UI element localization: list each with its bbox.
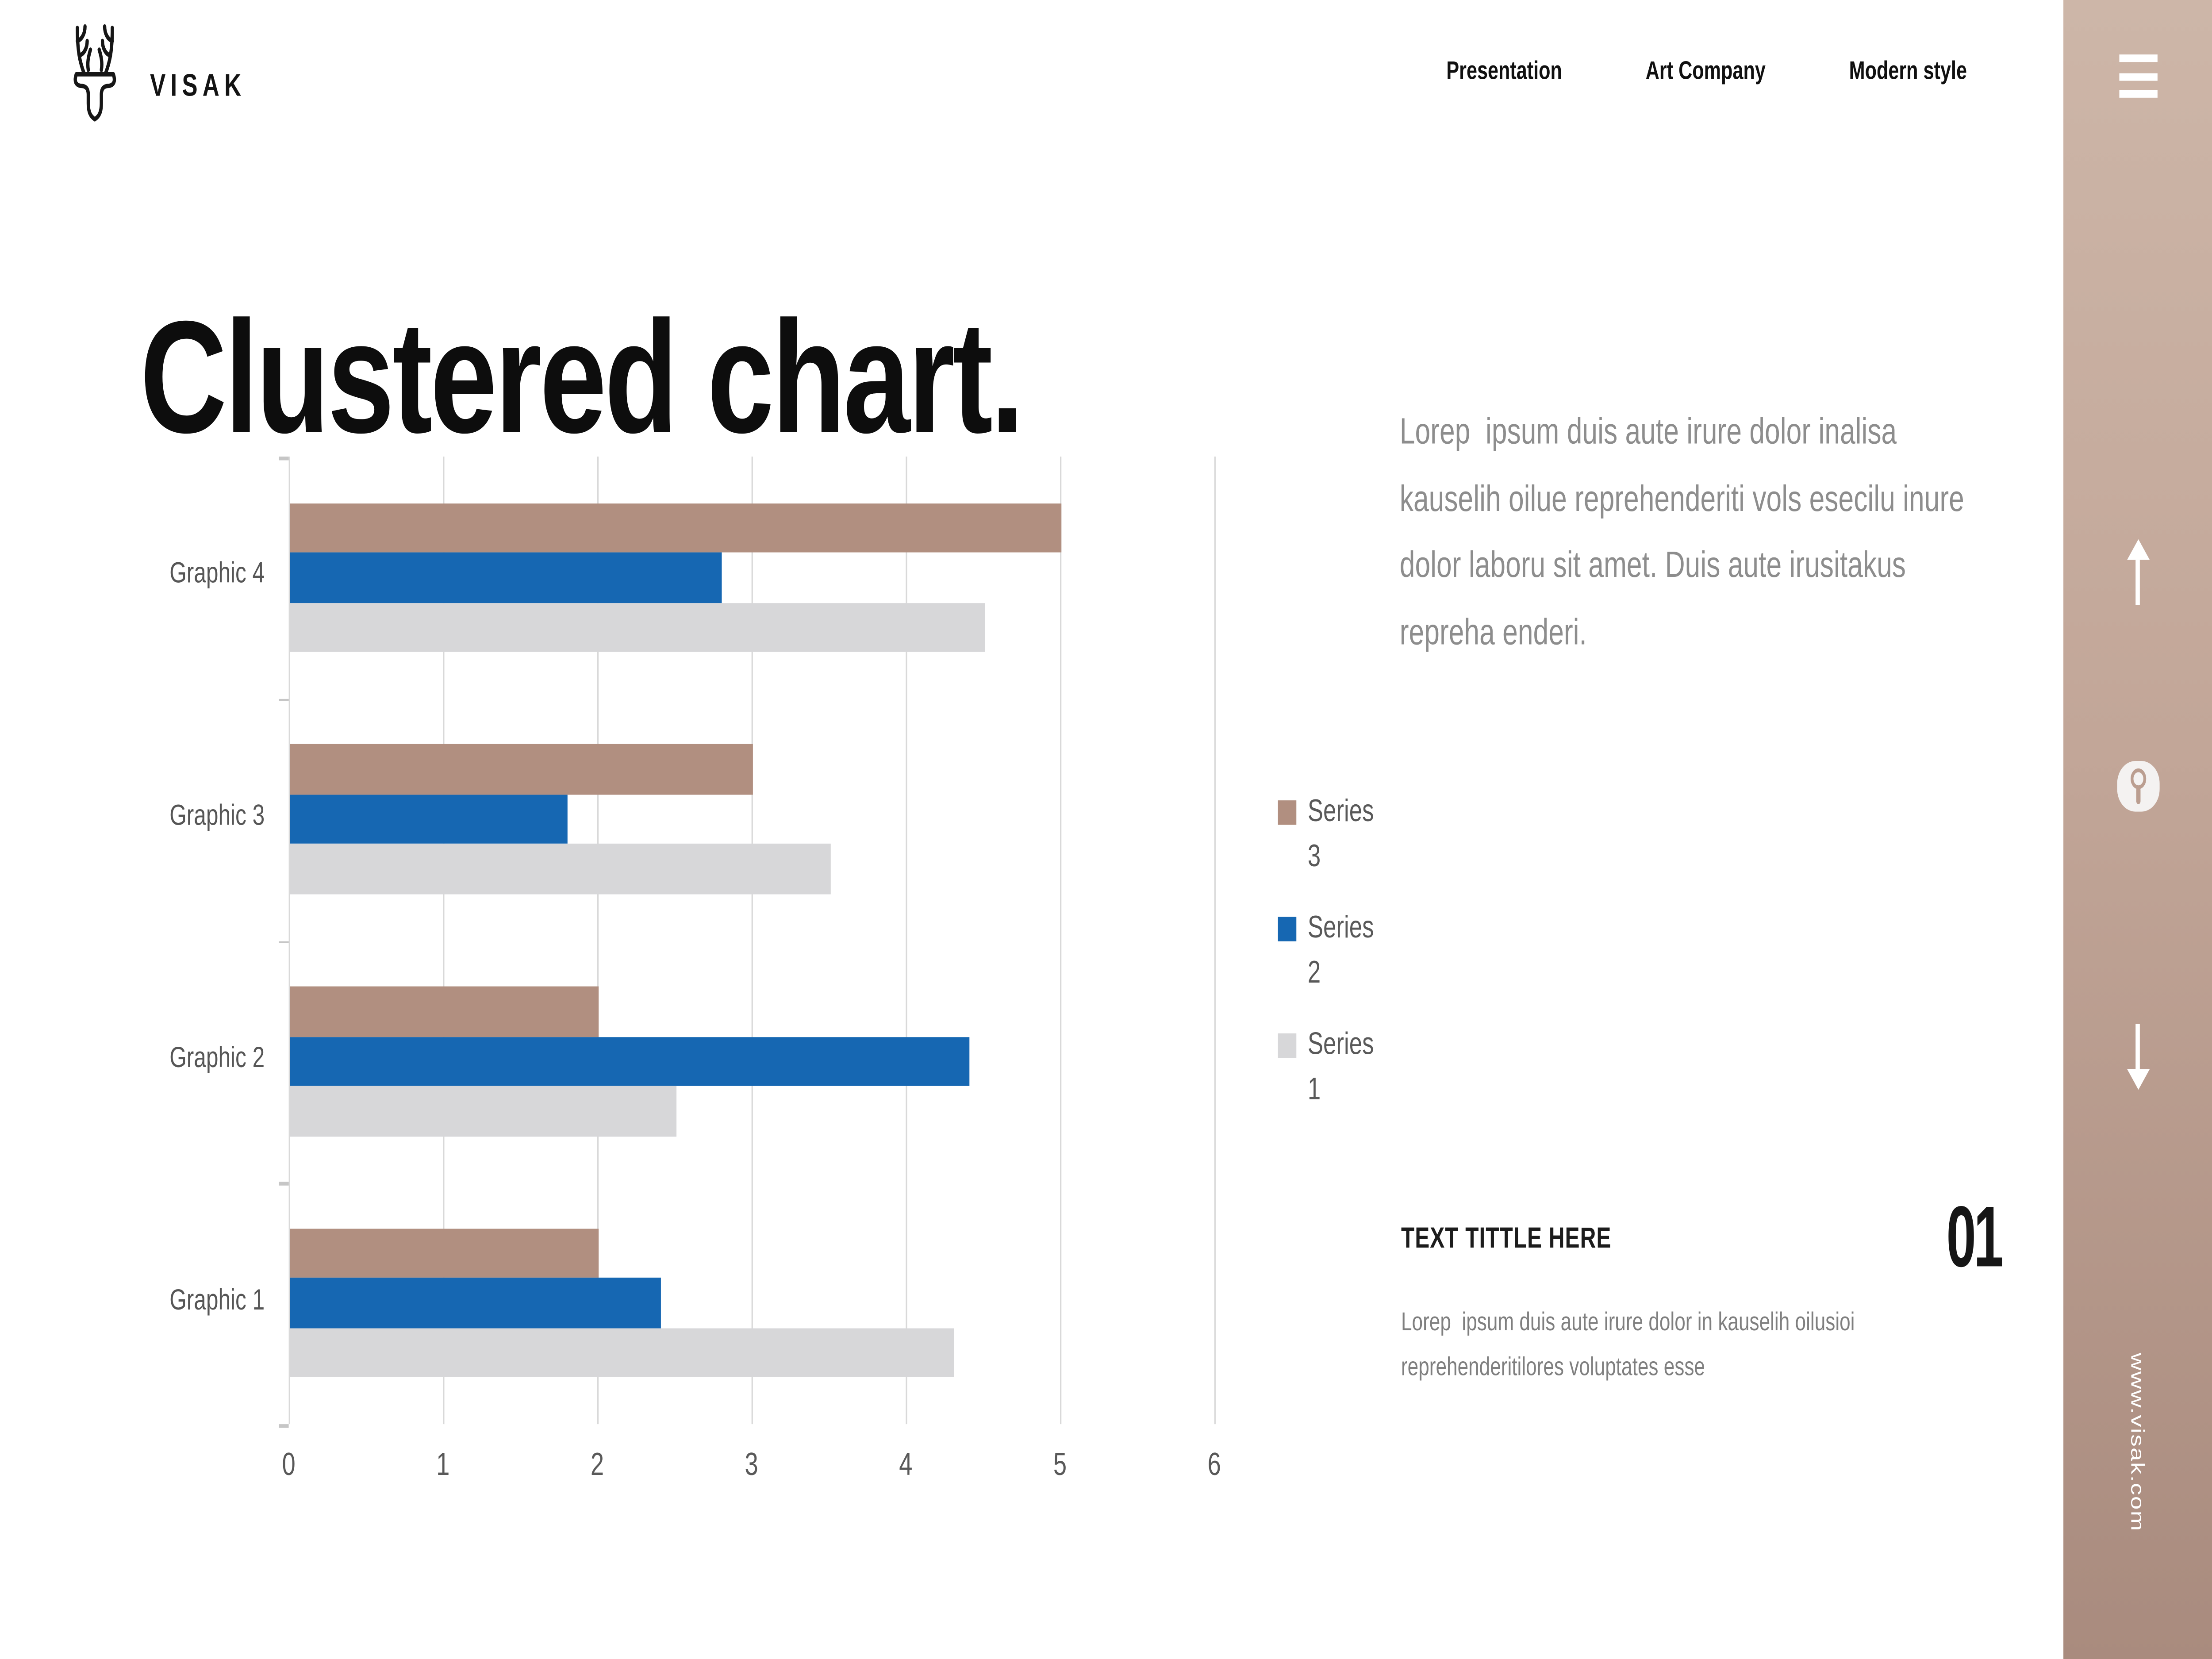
plot-area: 0 1 2 3 4 5 6 Graphic 4 Graphic 3 Graphic 2 Graphi… — [169, 456, 1221, 1482]
brand-name: VISAK — [150, 69, 246, 104]
legend-item: Series 1 — [1278, 1022, 1384, 1112]
bar-series-1-graphic-2 — [290, 1086, 676, 1136]
x-axis-tick-label: 0 — [282, 1447, 296, 1482]
bar-series-3-graphic-3 — [290, 745, 753, 795]
gridline — [597, 456, 599, 1425]
nav-item-modern-style[interactable]: Modern style — [1849, 56, 1967, 85]
x-axis-tick-label: 3 — [745, 1447, 758, 1482]
legend-item: Series 3 — [1278, 789, 1384, 879]
category-tick — [279, 940, 289, 943]
legend-item: Series 2 — [1278, 906, 1384, 996]
bar-series-3-graphic-2 — [290, 987, 599, 1037]
legend-label: Series 3 — [1307, 795, 1374, 874]
section-number: 01 — [1946, 1187, 2004, 1285]
bar-series-1-graphic-4 — [290, 602, 984, 653]
x-axis-tick-label: 1 — [436, 1447, 450, 1482]
legend-marker — [1278, 800, 1297, 825]
gridline — [751, 456, 753, 1425]
section-body: Lorep ipsum duis aute irure dolor in kau… — [1401, 1307, 1860, 1380]
deer-logo-icon — [73, 24, 116, 122]
hamburger-menu-icon[interactable] — [2118, 54, 2157, 98]
legend-label: Series 1 — [1307, 1028, 1374, 1107]
page-title: Clustered chart. — [140, 289, 1024, 468]
category-label: Graphic 1 — [169, 1284, 265, 1317]
intro-paragraph: Lorep ipsum duis aute irure dolor inalis… — [1399, 411, 1972, 653]
arrow-down-icon[interactable] — [2126, 1024, 2149, 1090]
sidebar: www.visak.com — [2063, 0, 2212, 1659]
nav-item-presentation[interactable]: Presentation — [1446, 56, 1562, 85]
bar-series-3-graphic-1 — [290, 1228, 599, 1279]
gridline — [288, 456, 290, 1425]
legend-label: Series 2 — [1307, 911, 1374, 991]
bar-series-1-graphic-3 — [290, 844, 830, 894]
gridline — [906, 456, 907, 1425]
gridline — [443, 456, 445, 1425]
bar-series-2-graphic-4 — [290, 553, 722, 603]
gridline — [1060, 456, 1062, 1425]
bar-series-2-graphic-3 — [290, 794, 568, 845]
mouse-scroll-icon — [2116, 760, 2159, 812]
legend-marker — [1278, 917, 1297, 941]
gridline — [1214, 456, 1216, 1425]
x-axis-tick-label: 2 — [590, 1447, 604, 1482]
bar-series-3-graphic-4 — [290, 503, 1062, 553]
x-axis-tick-label: 5 — [1053, 1447, 1067, 1482]
category-tick — [279, 1182, 289, 1185]
x-axis-tick-label: 4 — [899, 1447, 913, 1482]
category-tick — [279, 1424, 289, 1427]
bar-series-2-graphic-2 — [290, 1036, 969, 1087]
bar-series-2-graphic-1 — [290, 1278, 661, 1329]
website-url: www.visak.com — [2127, 1352, 2149, 1532]
category-tick — [279, 456, 289, 460]
arrow-up-icon[interactable] — [2126, 539, 2149, 605]
nav-item-art-company[interactable]: Art Company — [1645, 56, 1766, 85]
chart-legend: Series 3 Series 2 Series 1 — [1278, 789, 1384, 1139]
legend-marker — [1278, 1033, 1297, 1058]
category-label: Graphic 3 — [169, 800, 265, 833]
top-nav: Presentation Art Company Modern style — [1446, 56, 1967, 84]
bar-series-1-graphic-1 — [290, 1328, 954, 1378]
x-axis-tick-label: 6 — [1207, 1447, 1221, 1482]
category-label: Graphic 4 — [169, 558, 265, 591]
category-tick — [279, 698, 289, 702]
category-label: Graphic 2 — [169, 1042, 265, 1075]
section-title: TEXT TITTLE HERE — [1401, 1223, 1612, 1255]
